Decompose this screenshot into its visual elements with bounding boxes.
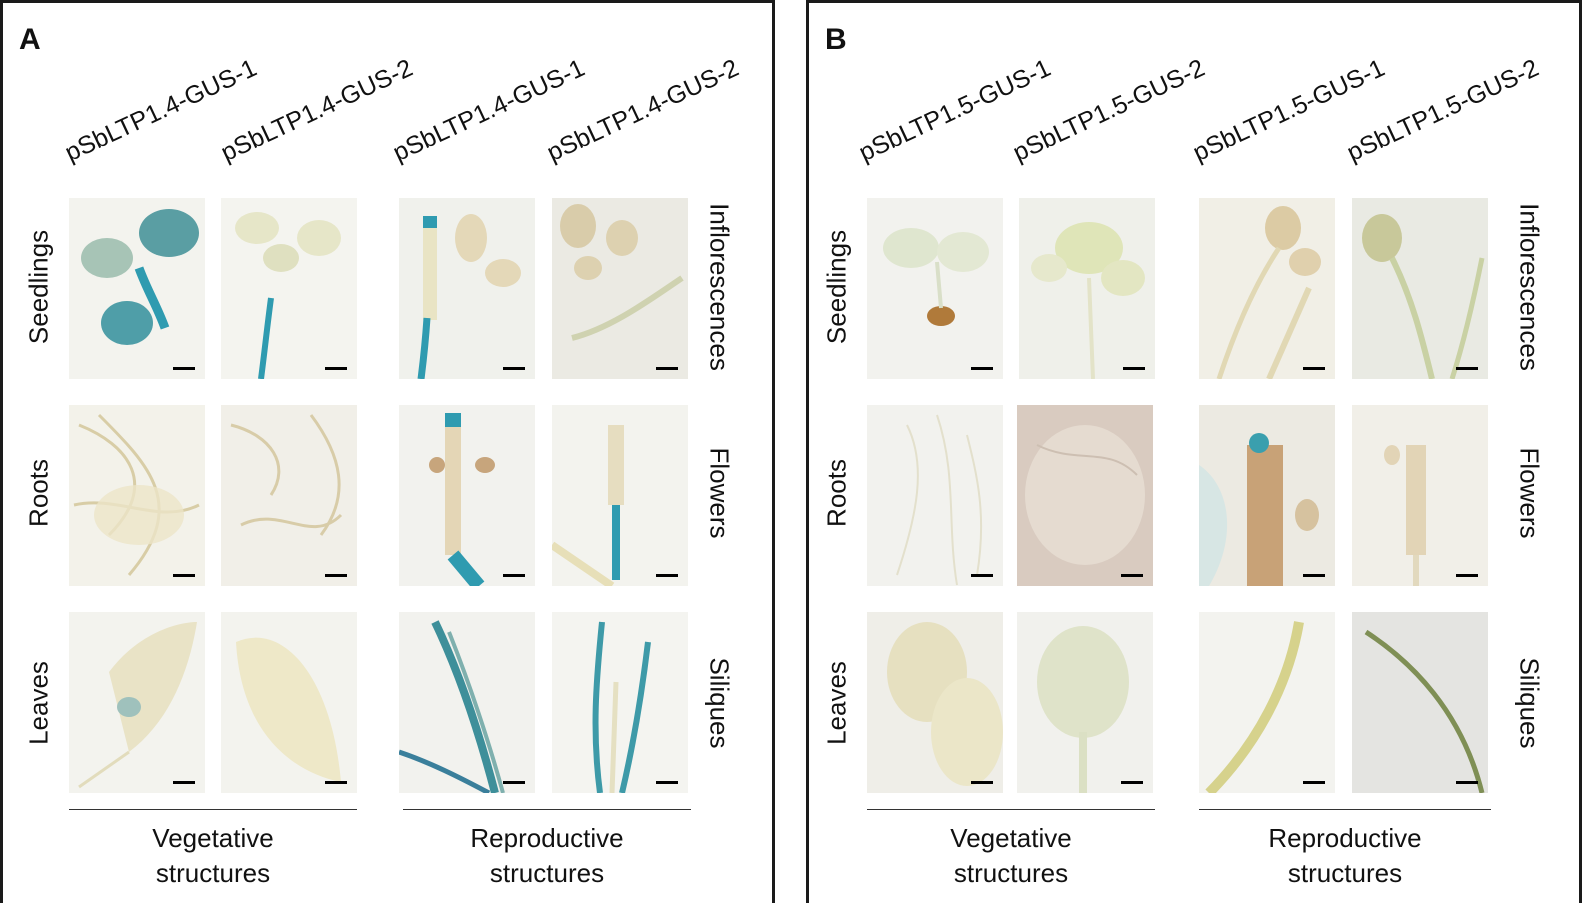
seedling-photo	[867, 198, 1003, 379]
silique-photo	[1199, 612, 1335, 793]
row-label-roots: Roots	[23, 459, 54, 527]
row-label-seedlings: Seedlings	[821, 229, 852, 345]
scale-bar	[503, 367, 525, 370]
scale-bar	[971, 574, 993, 577]
seedling-photo	[221, 198, 357, 379]
inflorescence-photo	[399, 198, 535, 379]
scale-bar	[1303, 367, 1325, 370]
scale-bar	[1456, 781, 1478, 784]
group-label-line: Reproductive	[1268, 823, 1422, 853]
silique-photo	[399, 612, 535, 793]
inflorescence-photo	[1352, 198, 1488, 379]
scale-bar	[1303, 574, 1325, 577]
flower-photo	[1352, 405, 1488, 586]
row-label-roots: Roots	[821, 459, 852, 527]
group-label-vegetative: Vegetative structures	[69, 821, 357, 891]
root-photo	[1017, 405, 1153, 586]
scale-bar	[1456, 367, 1478, 370]
inflorescence-photo	[1199, 198, 1335, 379]
group-label-line: Vegetative	[152, 823, 274, 853]
row-label-leaves: Leaves	[821, 661, 852, 745]
scale-bar	[1456, 574, 1478, 577]
scale-bar	[503, 574, 525, 577]
scale-bar	[1121, 781, 1143, 784]
seedling-photo	[1019, 198, 1155, 379]
leaf-photo	[69, 612, 205, 793]
scale-bar	[173, 781, 195, 784]
scale-bar	[656, 367, 678, 370]
flower-photo	[552, 405, 688, 586]
row-label-flowers: Flowers	[1514, 447, 1545, 539]
leaf-photo	[1017, 612, 1153, 793]
flower-photo	[1199, 405, 1335, 586]
row-label-siliques: Siliques	[704, 657, 735, 749]
panel-a: A pSbLTP1.4-GUS-1 pSbLTP1.4-GUS-2 pSbLTP…	[0, 0, 775, 903]
scale-bar	[1123, 367, 1145, 370]
group-label-line: Reproductive	[470, 823, 624, 853]
inflorescence-photo	[552, 198, 688, 379]
group-label-vegetative: Vegetative structures	[867, 821, 1155, 891]
group-divider	[69, 809, 357, 810]
silique-photo	[1352, 612, 1488, 793]
row-label-siliques: Siliques	[1514, 657, 1545, 749]
panel-letter: A	[19, 23, 41, 56]
leaf-photo	[867, 612, 1003, 793]
scale-bar	[325, 781, 347, 784]
group-label-line: Vegetative	[950, 823, 1072, 853]
group-label-line: structures	[1287, 858, 1403, 888]
scale-bar	[325, 574, 347, 577]
root-photo	[69, 405, 205, 586]
panel-b: B pSbLTP1.5-GUS-1 pSbLTP1.5-GUS-2 pSbLTP…	[806, 0, 1582, 903]
group-label-reproductive: Reproductive structures	[1199, 821, 1491, 891]
group-divider	[403, 809, 691, 810]
leaf-photo	[221, 612, 357, 793]
scale-bar	[656, 781, 678, 784]
scale-bar	[1303, 781, 1325, 784]
panel-letter: B	[825, 23, 847, 56]
seedling-photo	[69, 198, 205, 379]
scale-bar	[1121, 574, 1143, 577]
row-label-seedlings: Seedlings	[23, 229, 54, 345]
group-label-line: structures	[953, 858, 1069, 888]
row-label-leaves: Leaves	[23, 661, 54, 745]
group-label-reproductive: Reproductive structures	[403, 821, 691, 891]
root-photo	[221, 405, 357, 586]
scale-bar	[656, 574, 678, 577]
scale-bar	[971, 781, 993, 784]
group-label-line: structures	[489, 858, 605, 888]
row-label-inflorescences: Inflorescences	[1514, 203, 1545, 371]
root-photo	[867, 405, 1003, 586]
row-label-inflorescences: Inflorescences	[704, 203, 735, 371]
scale-bar	[325, 367, 347, 370]
group-label-line: structures	[155, 858, 271, 888]
scale-bar	[971, 367, 993, 370]
group-divider	[1199, 809, 1491, 810]
row-label-flowers: Flowers	[704, 447, 735, 539]
scale-bar	[503, 781, 525, 784]
flower-photo	[399, 405, 535, 586]
silique-photo	[552, 612, 688, 793]
scale-bar	[173, 367, 195, 370]
group-divider	[867, 809, 1155, 810]
scale-bar	[173, 574, 195, 577]
